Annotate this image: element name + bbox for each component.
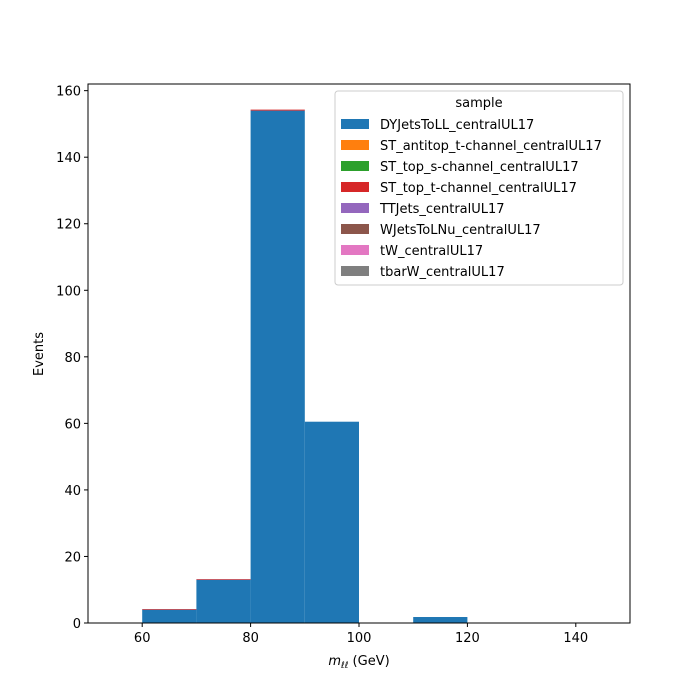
legend-swatch-3 [341, 161, 369, 171]
legend-label-6: WJetsToLNu_centralUL17 [380, 223, 541, 238]
x-axis-ticks: 60 80 100 120 140 [134, 623, 588, 646]
y-tick-label-100: 100 [56, 284, 81, 299]
x-tick-label-60: 60 [134, 631, 151, 646]
bar-4-bin-3 [196, 579, 251, 580]
bar-1-bin-4 [250, 110, 305, 623]
bar-1-bin-3 [196, 579, 251, 623]
bars-layer [142, 109, 468, 623]
legend-swatch-6 [341, 224, 369, 234]
x-axis-label: mℓℓ (GeV) [328, 654, 389, 671]
legend-label-3: ST_top_s-channel_centralUL17 [380, 160, 579, 175]
legend-label-4: ST_top_t-channel_centralUL17 [380, 181, 577, 196]
bar-4-bin-4 [250, 109, 305, 111]
legend-swatch-5 [341, 203, 369, 213]
y-tick-label-120: 120 [56, 218, 81, 233]
x-tick-label-140: 140 [563, 631, 588, 646]
y-axis-ticks: 0 20 40 60 80 100 120 140 160 [56, 85, 88, 632]
legend-label-7: tW_centralUL17 [380, 244, 483, 259]
legend-box [334, 90, 624, 286]
legend-label-8: tbarW_centralUL17 [380, 265, 505, 280]
bar-1-bin-2 [142, 609, 197, 623]
x-tick-label-80: 80 [242, 631, 259, 646]
legend: sample DYJetsToLL_centralUL17 ST_antitop_… [334, 90, 624, 286]
x-tick-label-120: 120 [455, 631, 480, 646]
y-tick-label-0: 0 [73, 617, 81, 632]
legend-label-2: ST_antitop_t-channel_centralUL17 [380, 139, 602, 154]
bar-4-bin-2 [142, 609, 197, 610]
legend-swatch-8 [341, 266, 369, 276]
legend-label-5: TTJets_centralUL17 [379, 202, 505, 217]
legend-entries: DYJetsToLL_centralUL17 ST_antitop_t-chann… [341, 118, 602, 280]
legend-title: sample [455, 96, 502, 111]
y-axis-label: Events [32, 332, 47, 376]
y-tick-label-80: 80 [64, 351, 81, 366]
y-tick-label-60: 60 [64, 417, 81, 432]
y-tick-label-20: 20 [64, 550, 81, 565]
x-tick-label-100: 100 [347, 631, 372, 646]
legend-swatch-1 [341, 119, 369, 129]
bar-1-bin-7 [413, 617, 468, 623]
legend-swatch-4 [341, 182, 369, 192]
legend-swatch-2 [341, 140, 369, 150]
legend-label-1: DYJetsToLL_centralUL17 [380, 118, 534, 133]
legend-swatch-7 [341, 245, 369, 255]
y-tick-label-160: 160 [56, 85, 81, 100]
y-tick-label-140: 140 [56, 151, 81, 166]
y-tick-label-40: 40 [64, 484, 81, 499]
bar-1-bin-5 [304, 421, 359, 623]
